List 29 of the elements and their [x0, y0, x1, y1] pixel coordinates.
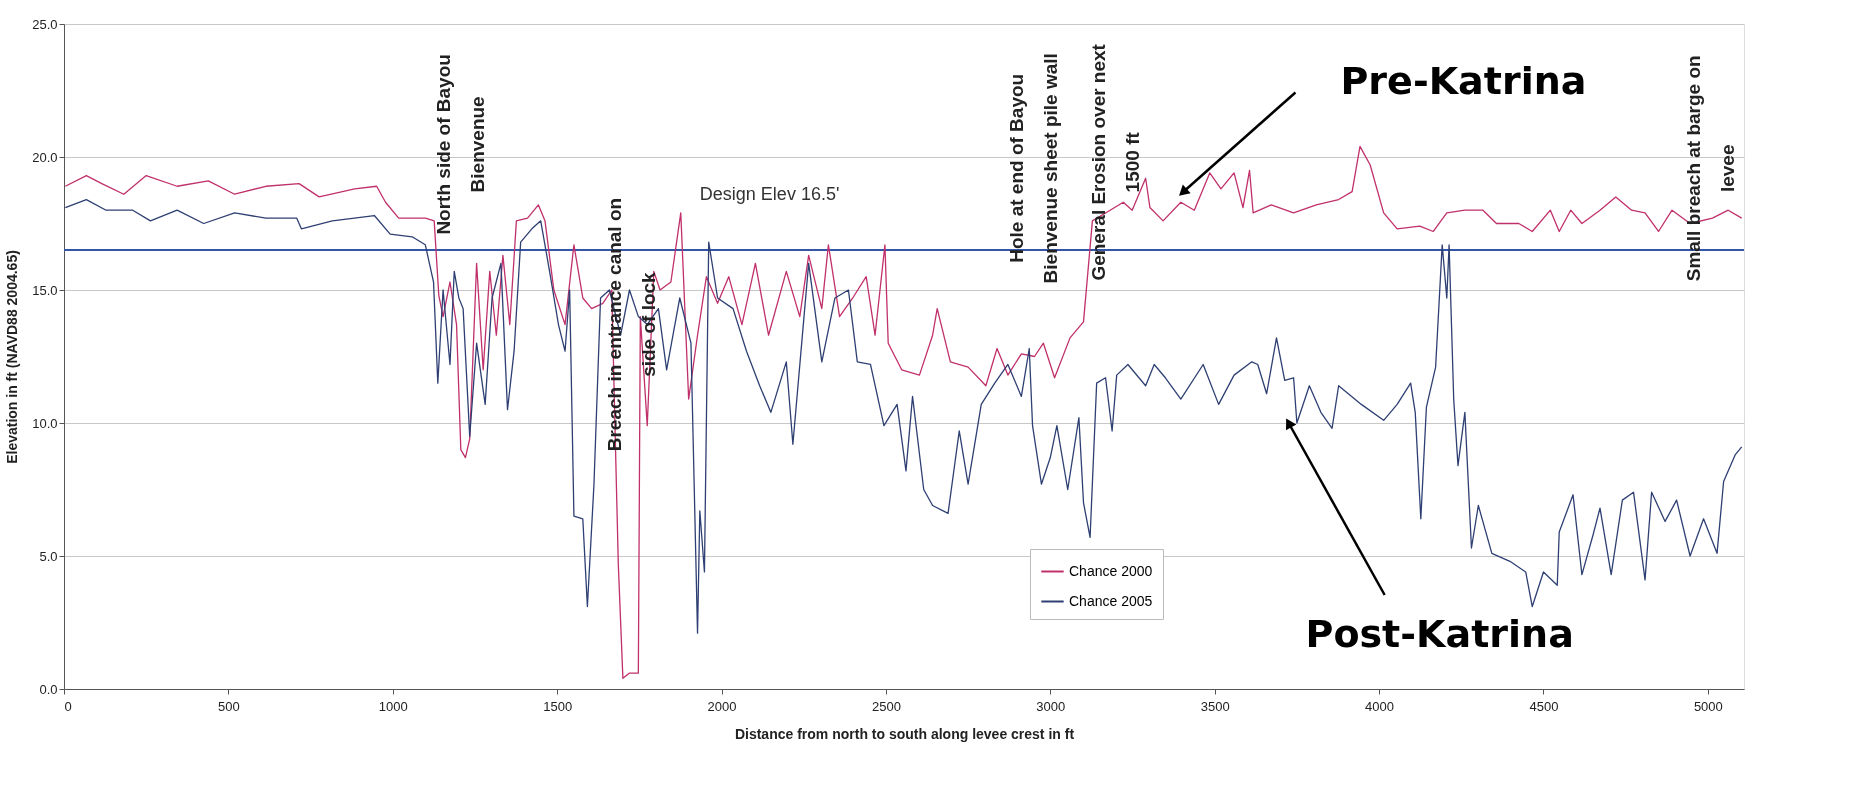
legend-label: Chance 2005 — [1069, 592, 1153, 609]
ref-line-label: Design Elev 16.5' — [699, 184, 840, 205]
annotation: General Erosion over next 1500 ft — [1087, 43, 1143, 281]
y-tick-label: 10.0 — [32, 415, 58, 431]
x-tick-label: 2000 — [707, 698, 737, 714]
y-axis-title: Elevation in ft (NAVD88 2004.65) — [4, 250, 21, 464]
annotation: Post-Katrina — [1305, 612, 1574, 656]
legend-label: Chance 2000 — [1069, 562, 1153, 579]
x-tick-label: 3500 — [1200, 698, 1230, 714]
annotation: Small breach at barge on levee — [1682, 55, 1738, 282]
x-tick-label: 5000 — [1693, 698, 1723, 714]
x-tick-label: 0 — [64, 698, 72, 714]
y-tick-label: 5.0 — [39, 548, 58, 564]
x-axis-title: Distance from north to south along levee crest in ft — [734, 725, 1075, 742]
x-tick-label: 2500 — [871, 698, 901, 714]
x-tick-label: 4000 — [1365, 698, 1395, 714]
x-tick-label: 1500 — [543, 698, 573, 714]
y-tick-label: 15.0 — [32, 282, 58, 298]
annotation: North side of Bayou Bienvenue — [432, 54, 488, 235]
annotation: Hole at end of Bayou Bienvenue sheet pile wall — [1005, 53, 1061, 284]
y-tick-label: 0.0 — [39, 681, 58, 697]
x-tick-label: 1000 — [378, 698, 408, 714]
x-tick-label: 500 — [218, 698, 240, 714]
annotation: Breach in entrance canal on side of lock — [604, 197, 660, 452]
y-tick-label: 20.0 — [32, 149, 58, 165]
x-tick-label: 3000 — [1036, 698, 1066, 714]
x-tick-label: 4500 — [1529, 698, 1559, 714]
annotation: Pre-Katrina — [1340, 59, 1587, 104]
y-tick-label: 25.0 — [32, 16, 58, 32]
